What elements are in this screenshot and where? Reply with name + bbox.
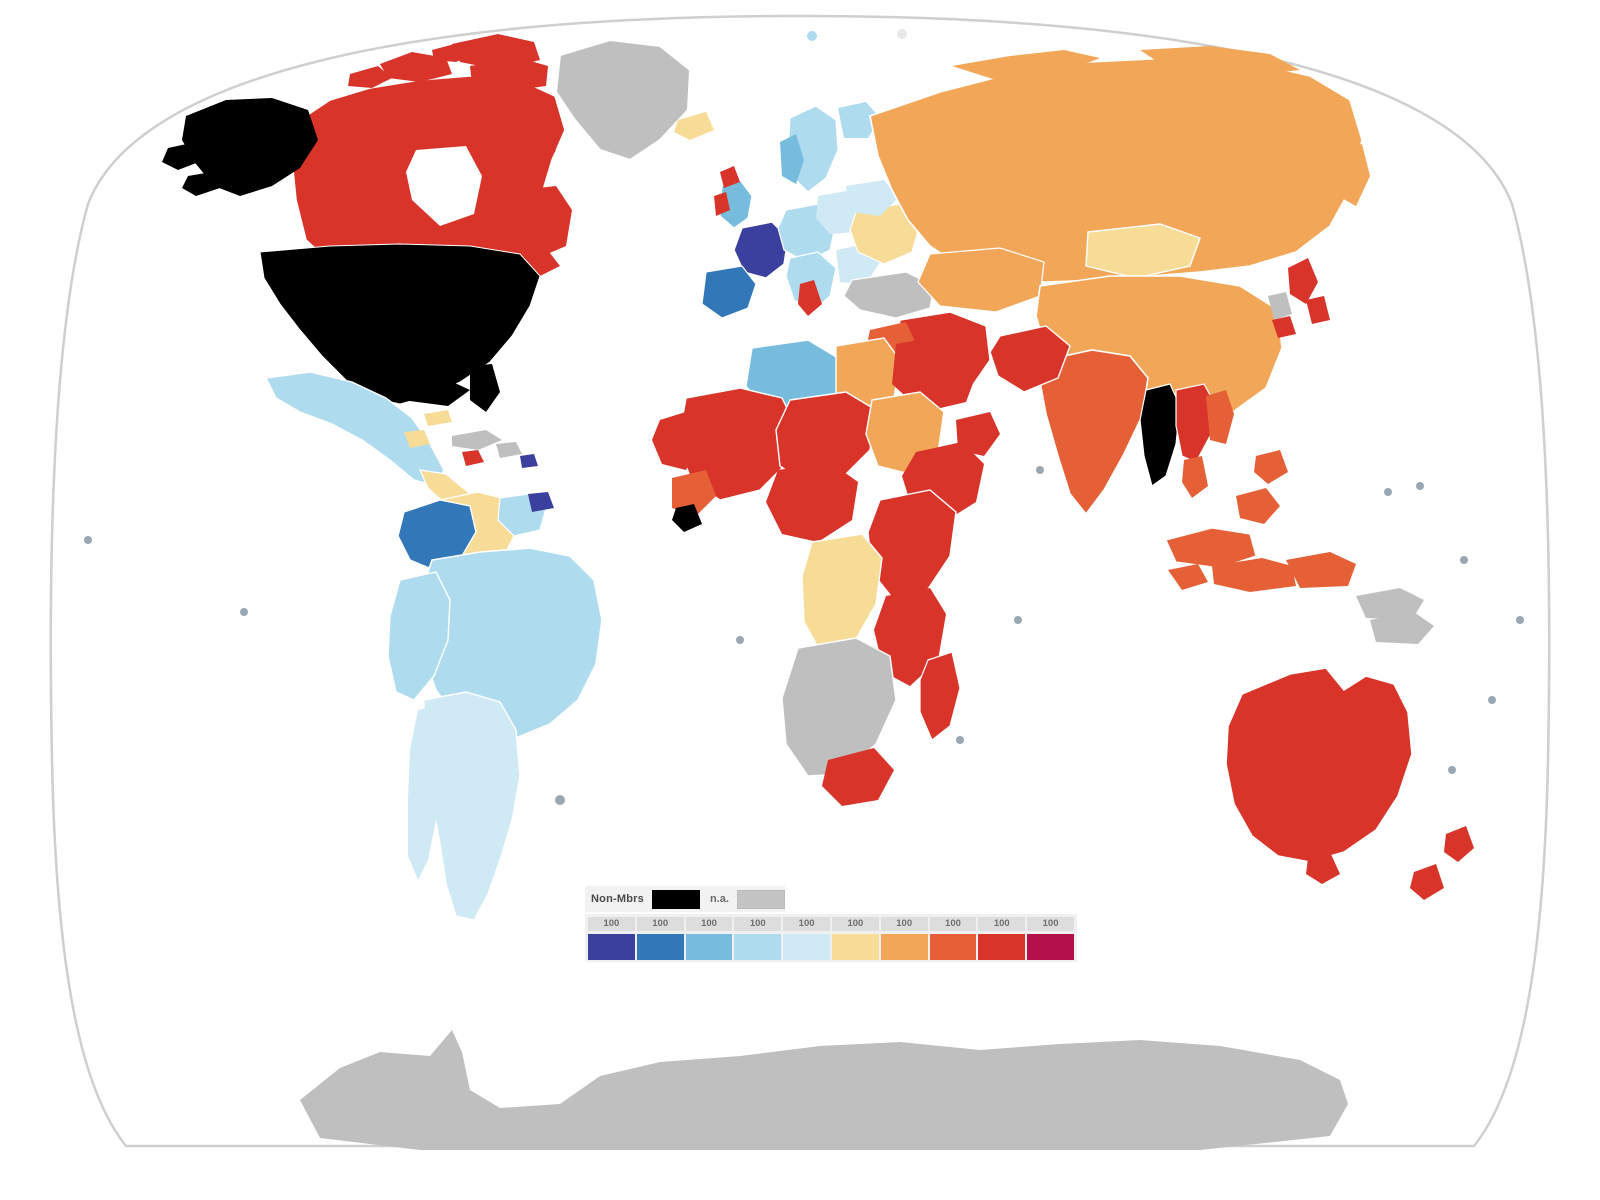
legend-bin-9[interactable] (1027, 934, 1074, 960)
region-indonesia-philippines[interactable] (1165, 450, 1424, 620)
region-peru-bolivia[interactable] (387, 571, 451, 701)
region-argentina-chile[interactable] (408, 691, 521, 921)
legend-tick-4: 100 (783, 917, 830, 931)
region-iberia[interactable] (701, 265, 757, 319)
legend-bin-4[interactable] (783, 934, 830, 960)
legend-bin-5[interactable] (831, 934, 879, 960)
region-france[interactable] (733, 221, 789, 279)
region-east-africa[interactable] (867, 489, 957, 686)
region-caribbean[interactable] (424, 410, 538, 468)
legend-bin-0[interactable] (588, 934, 635, 960)
region-united-states[interactable] (259, 243, 541, 412)
non-member-label: Non-Mbrs (591, 893, 644, 905)
region-thailand-indochina[interactable] (1175, 383, 1234, 498)
legend-header-row: Non-Mbrs n.a. (585, 886, 785, 912)
region-madagascar[interactable] (919, 651, 961, 741)
region-central-asia[interactable] (917, 247, 1045, 313)
non-member-swatch[interactable] (651, 889, 700, 909)
region-greenland[interactable] (554, 38, 692, 162)
region-southern-africa[interactable] (781, 637, 897, 806)
region-guyanas[interactable] (497, 492, 554, 537)
map-legend: Non-Mbrs n.a. 100 100 100 100 100 100 100 100 10… (585, 886, 1077, 962)
region-scandinavia[interactable] (780, 102, 880, 193)
region-canada[interactable] (291, 34, 572, 281)
legend-tick-2: 100 (685, 917, 733, 931)
no-data-label: n.a. (709, 893, 729, 905)
legend-bin-8[interactable] (978, 934, 1026, 960)
region-russia[interactable] (869, 46, 1370, 283)
map-regions (84, 29, 1524, 1152)
legend-bar-row (587, 934, 1075, 960)
legend-bin-2[interactable] (685, 934, 733, 960)
legend-tick-1: 100 (636, 917, 684, 931)
region-west-africa[interactable] (652, 387, 797, 532)
region-korea-japan[interactable] (1268, 258, 1330, 338)
region-australia[interactable] (1225, 667, 1413, 884)
region-myanmar[interactable] (1139, 383, 1181, 487)
legend-bin-6[interactable] (880, 934, 928, 960)
legend-tick-3: 100 (734, 917, 782, 931)
legend-color-scale: 100 100 100 100 100 100 100 100 100 100 (585, 914, 1077, 962)
region-eastern-europe[interactable] (846, 180, 921, 265)
region-india[interactable] (1039, 349, 1149, 516)
legend-tick-7: 100 (929, 917, 977, 931)
region-island-specks (84, 29, 1524, 805)
region-papua-new-guinea[interactable] (1370, 612, 1434, 644)
region-sahel-central-africa[interactable] (766, 391, 877, 542)
region-pakistan[interactable] (989, 325, 1071, 393)
legend-bin-7[interactable] (929, 934, 977, 960)
legend-tick-8: 100 (978, 917, 1026, 931)
legend-tick-6: 100 (880, 917, 928, 931)
region-antarctica[interactable] (300, 1030, 1348, 1152)
legend-tick-row: 100 100 100 100 100 100 100 100 100 100 (587, 917, 1075, 931)
legend-tick-0: 100 (588, 917, 635, 931)
region-libya-egypt[interactable] (835, 336, 956, 415)
region-mongolia[interactable] (1085, 223, 1201, 279)
no-data-swatch[interactable] (736, 889, 785, 909)
legend-bin-3[interactable] (734, 934, 782, 960)
region-new-zealand[interactable] (1410, 826, 1474, 900)
region-uk-ireland[interactable] (714, 166, 753, 229)
legend-tick-9: 100 (1027, 917, 1074, 931)
region-alaska[interactable] (162, 98, 318, 196)
legend-bin-1[interactable] (636, 934, 684, 960)
legend-tick-5: 100 (831, 917, 879, 931)
region-turkey[interactable] (843, 271, 935, 319)
